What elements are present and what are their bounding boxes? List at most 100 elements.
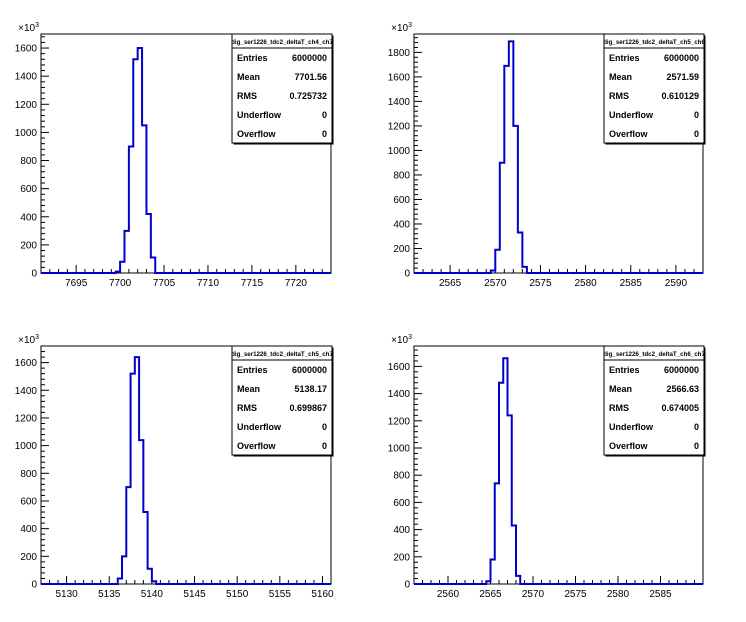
histogram-bin (120, 262, 124, 273)
histogram-panel-1: 0 200 400 600 800 1000 1200 1400 1600 ×103 7695 770… (15, 22, 334, 289)
histogram-bin (139, 440, 143, 584)
stats-label: Overflow (237, 129, 277, 139)
histogram-bin (495, 250, 500, 273)
histogram-title: dig_ser1226_tdc2_deltaT_ch4_ch7 (231, 39, 333, 46)
histogram-bin (124, 231, 128, 273)
histogram-bin (122, 556, 126, 584)
y-tick-label: 1000 (15, 128, 38, 139)
y-tick-label: 1200 (15, 413, 38, 424)
y-tick-label: 1600 (388, 72, 411, 83)
histogram-bin (491, 560, 495, 584)
stats-label: Mean (609, 72, 632, 82)
histogram-bin (491, 271, 496, 273)
x-tick-label: 5160 (311, 589, 334, 600)
histogram-bin (133, 59, 137, 273)
y-tick-label: 0 (404, 269, 410, 280)
y-tick-label: 1600 (15, 358, 38, 369)
stats-label: Mean (237, 72, 260, 82)
y-tick-label: 400 (393, 219, 410, 230)
histogram-bin (131, 374, 135, 584)
stats-value: 0 (322, 422, 327, 432)
x-tick-label: 2580 (574, 278, 597, 289)
y-tick-label: 800 (393, 170, 410, 181)
y-tick-label: 1000 (388, 444, 411, 455)
stats-box: dig_ser1226_tdc2_deltaT_ch5_ch6 Entries 60… (603, 33, 706, 145)
stats-value: 0.699867 (289, 403, 327, 413)
stats-value: 2571.59 (666, 72, 699, 82)
histogram-bin (509, 41, 514, 273)
histogram-bin (518, 233, 523, 273)
x-tick-label: 5135 (98, 589, 121, 600)
stats-label: Overflow (237, 441, 277, 451)
x-tick-label: 2585 (620, 278, 643, 289)
histogram-bin (146, 214, 150, 273)
stats-value: 2566.63 (666, 384, 699, 394)
x-tick-label: 2590 (665, 278, 688, 289)
x-tick-label: 7695 (65, 278, 88, 289)
histogram-bin (495, 483, 499, 584)
histogram-bin (152, 581, 156, 584)
stats-box: dig_ser1226_tdc2_deltaT_ch5_ch7 Entries 60… (231, 345, 334, 457)
y-tick-label: 0 (31, 269, 37, 280)
y-tick-label: 800 (393, 471, 410, 482)
x-tick-label: 7715 (241, 278, 264, 289)
histogram-title: dig_ser1226_tdc2_deltaT_ch6_ch7 (603, 351, 705, 358)
x-tick-label: 7710 (197, 278, 220, 289)
histogram-bin (143, 512, 147, 584)
histogram-bin (142, 125, 146, 273)
histogram-bin (118, 578, 122, 584)
y-tick-label: 800 (20, 469, 37, 480)
stats-value: 0 (322, 110, 327, 120)
stats-value: 0 (694, 441, 699, 451)
stats-value: 0.725732 (289, 91, 327, 101)
x-tick-label: 5130 (55, 589, 78, 600)
y-tick-label: 400 (20, 212, 37, 223)
histogram-bin (503, 358, 507, 584)
stats-label: RMS (609, 403, 629, 413)
stats-label: Mean (609, 384, 632, 394)
y-tick-label: 200 (20, 240, 37, 251)
x-tick-label: 5145 (183, 589, 206, 600)
histogram-title: dig_ser1226_tdc2_deltaT_ch5_ch6 (603, 39, 705, 46)
x-tick-label: 2580 (607, 589, 630, 600)
x-tick-label: 2585 (649, 589, 672, 600)
y-tick-label: 600 (393, 195, 410, 206)
stats-label: Entries (237, 53, 268, 63)
y-tick-label: 600 (393, 498, 410, 509)
y-tick-label: 800 (20, 156, 37, 167)
stats-value: 0 (322, 129, 327, 139)
y-tick-label: 1800 (388, 48, 411, 59)
histogram-panel-3: 0 200 400 600 800 1000 1200 1400 1600 ×103 5130 513… (15, 334, 334, 600)
y-tick-label: 1600 (388, 362, 411, 373)
y-exponent-label: ×103 (391, 22, 412, 34)
stats-value: 6000000 (664, 365, 699, 375)
histogram-bin (504, 66, 509, 273)
histogram-line (41, 356, 331, 585)
histogram-panel-2: 0 200 400 600 800 1000 1200 1400 1600 1800 ×103 256… (388, 22, 706, 289)
y-tick-label: 1400 (15, 72, 38, 83)
stats-label: Underflow (609, 422, 654, 432)
stats-label: Entries (609, 53, 640, 63)
x-tick-label: 5150 (226, 589, 249, 600)
stats-label: RMS (237, 91, 257, 101)
y-tick-label: 200 (393, 552, 410, 563)
stats-value: 0.610129 (661, 91, 699, 101)
stats-value: 0.674005 (661, 403, 699, 413)
y-tick-label: 400 (393, 525, 410, 536)
stats-value: 7701.56 (294, 72, 327, 82)
histogram-bin (516, 576, 520, 584)
x-tick-label: 5155 (269, 589, 292, 600)
y-exponent-label: ×103 (391, 334, 412, 346)
x-tick-label: 2565 (479, 589, 502, 600)
histogram-bin (135, 357, 139, 584)
stats-label: Overflow (609, 129, 649, 139)
stats-label: Overflow (609, 441, 649, 451)
histogram-bin (508, 415, 512, 584)
x-tick-label: 2575 (564, 589, 587, 600)
histogram-bin (126, 487, 130, 584)
y-tick-label: 600 (20, 496, 37, 507)
y-tick-label: 0 (31, 580, 37, 591)
histogram-bin (500, 163, 505, 273)
stats-value: 0 (322, 441, 327, 451)
